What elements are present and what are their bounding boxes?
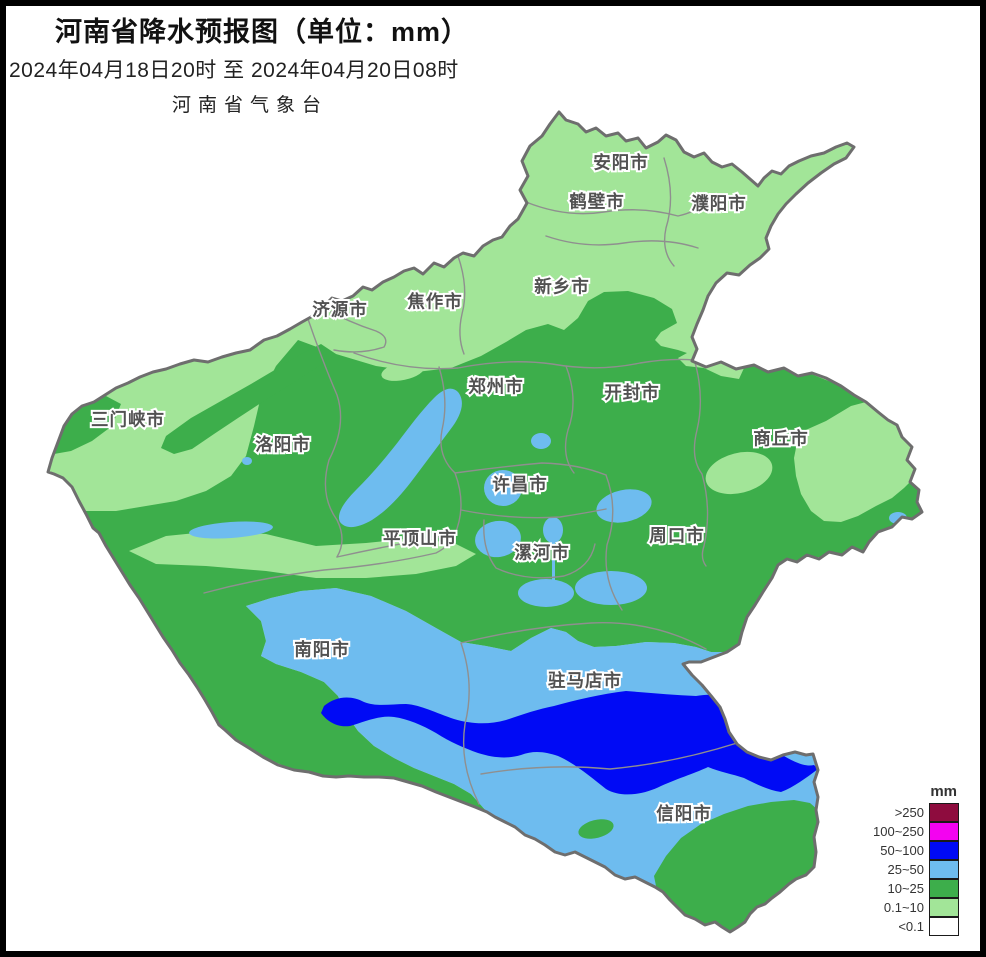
zone-light-rain-zhengzhou-nw xyxy=(381,361,425,381)
zone-light-rain-shangqiu-east xyxy=(794,402,915,522)
zone-moderate-rain-xinyang-spot xyxy=(578,819,614,839)
legend-color-swatch xyxy=(929,878,959,898)
legend-color-swatch xyxy=(929,840,959,860)
zone-heavy-rain-luohe-se1 xyxy=(518,579,574,607)
legend-color-swatch xyxy=(929,802,959,822)
zone-moderate-rain-sanmenxia-nw xyxy=(54,396,121,454)
legend-range-label: >250 xyxy=(894,805,924,820)
city-label: 信阳市 xyxy=(656,804,712,824)
city-label: 新乡市 xyxy=(534,277,590,297)
legend-range-label: 10~25 xyxy=(887,881,924,896)
precipitation-zones xyxy=(48,112,922,932)
zone-heavy-rain-zhengzhou-band xyxy=(338,388,462,528)
zone-heavy-rain-dot-luoyang xyxy=(242,457,252,465)
city-label: 南阳市 xyxy=(294,640,350,660)
zone-rainstorm-band xyxy=(321,691,818,795)
legend-unit-label: mm xyxy=(930,783,957,800)
zone-heavy-rain-zhoukou-w xyxy=(596,489,652,523)
zone-light-rain-shangqiu-sw xyxy=(705,451,773,495)
map-legend: mm >250 100~250 50~100 25~50 10~25 0.1~10 <0.1 xyxy=(857,783,959,936)
legend-range-label: 0.1~10 xyxy=(883,900,924,915)
legend-row: >250 xyxy=(857,802,959,822)
city-label: 洛阳市 xyxy=(255,435,311,455)
legend-range-label: 50~100 xyxy=(880,843,924,858)
city-label: 济源市 xyxy=(312,300,368,320)
legend-row: 10~25 xyxy=(857,878,959,898)
legend-color-swatch xyxy=(929,859,959,879)
zone-heavy-rain-notch xyxy=(769,724,795,740)
city-label: 驻马店市 xyxy=(548,671,622,691)
zone-moderate-rain-xinyang-se xyxy=(654,800,818,932)
city-label: 开封市 xyxy=(604,383,660,403)
city-label: 安阳市 xyxy=(593,153,649,173)
district-boundaries xyxy=(203,157,738,805)
forecast-source: 河南省气象台 xyxy=(172,94,329,116)
zone-light-rain-luoyang-wedge xyxy=(129,531,476,578)
zone-heavy-rain-streak-west xyxy=(189,521,273,539)
legend-rows: >250 100~250 50~100 25~50 10~25 0.1~10 <0.1 xyxy=(857,802,959,936)
page-title: 河南省降水预报图（单位：mm） xyxy=(55,17,470,47)
legend-row: 100~250 xyxy=(857,821,959,841)
city-label: 平顶山市 xyxy=(383,529,457,549)
city-label: 漯河市 xyxy=(514,543,570,563)
zone-heavy-rain-luohe-drop xyxy=(543,517,563,543)
city-label: 三门峡市 xyxy=(91,410,165,430)
legend-row: 50~100 xyxy=(857,840,959,860)
legend-range-label: <0.1 xyxy=(898,919,924,934)
zone-heavy-rain-luohe-tail xyxy=(552,541,555,586)
city-label: 商丘市 xyxy=(753,429,809,449)
legend-row: 25~50 xyxy=(857,859,959,879)
zone-moderate-rain-sanmenxia-band xyxy=(161,344,336,454)
zone-heavy-rain-dot-kaifeng-s xyxy=(531,433,551,449)
city-label: 周口市 xyxy=(649,526,705,546)
legend-range-label: 100~250 xyxy=(873,824,924,839)
city-label: 焦作市 xyxy=(406,292,463,312)
forecast-period: 2024年04月18日20时 至 2024年04月20日08时 xyxy=(9,59,459,82)
zone-heavy-rain-xuchang xyxy=(484,470,522,506)
legend-color-swatch xyxy=(929,897,959,917)
city-label: 郑州市 xyxy=(468,377,524,397)
city-label: 濮阳市 xyxy=(691,194,747,214)
henan-province-outline xyxy=(46,110,924,934)
legend-row: 0.1~10 xyxy=(857,897,959,917)
legend-color-swatch xyxy=(929,821,959,841)
legend-color-swatch xyxy=(929,916,959,936)
legend-range-label: 25~50 xyxy=(887,862,924,877)
city-label: 许昌市 xyxy=(492,475,548,495)
legend-row: <0.1 xyxy=(857,916,959,936)
city-label: 鹤壁市 xyxy=(569,192,625,212)
